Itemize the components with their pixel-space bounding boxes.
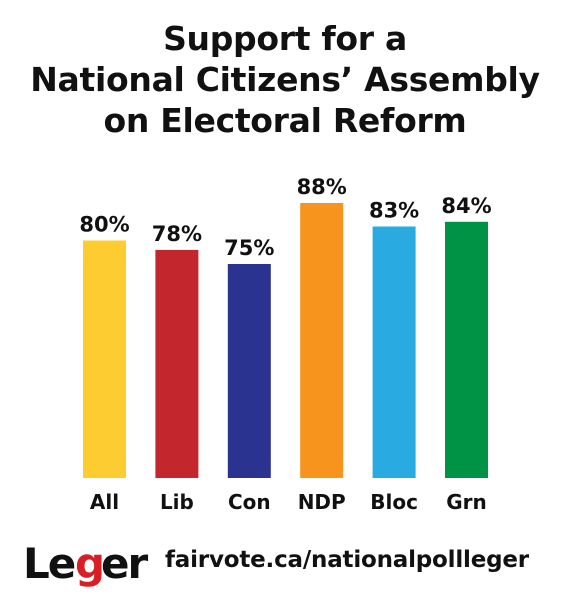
svg-text:er: er xyxy=(101,539,148,588)
category-label-all: All xyxy=(90,490,119,514)
svg-text:g: g xyxy=(75,539,105,588)
footer-url: fairvote.ca/nationalpollleger xyxy=(165,547,529,573)
value-label-lib: 78% xyxy=(152,222,202,246)
svg-text:Le: Le xyxy=(23,539,75,588)
bar-grn xyxy=(445,221,488,479)
category-label-lib: Lib xyxy=(160,490,194,514)
leger-logo: Le g er xyxy=(23,539,150,588)
title-line-1: Support for a xyxy=(163,19,407,58)
bar-bloc xyxy=(372,226,416,478)
title-line-2: National Citizens’ Assembly xyxy=(30,60,540,99)
bar-lib xyxy=(155,249,199,478)
category-label-con: Con xyxy=(228,490,271,514)
bar-con xyxy=(227,264,271,478)
value-label-bloc: 83% xyxy=(369,199,419,223)
bar-ndp xyxy=(300,203,344,478)
value-label-ndp: 88% xyxy=(297,175,347,199)
chart-title: Support for a National Citizens’ Assembl… xyxy=(0,18,570,141)
category-label-grn: Grn xyxy=(446,490,487,514)
value-label-con: 75% xyxy=(224,236,274,260)
category-label-bloc: Bloc xyxy=(370,490,418,514)
value-label-grn: 84% xyxy=(441,194,491,218)
bar-all xyxy=(83,240,126,478)
value-label-all: 80% xyxy=(79,213,129,237)
category-label-ndp: NDP xyxy=(298,490,346,514)
bar-chart: 80% All 78% Lib 75% Con 88% NDP 83% Bloc 84% Grn xyxy=(79,175,491,514)
footer: Le g er fairvote.ca/nationalpollleger xyxy=(0,535,570,595)
title-line-3: on Electoral Reform xyxy=(103,101,467,140)
